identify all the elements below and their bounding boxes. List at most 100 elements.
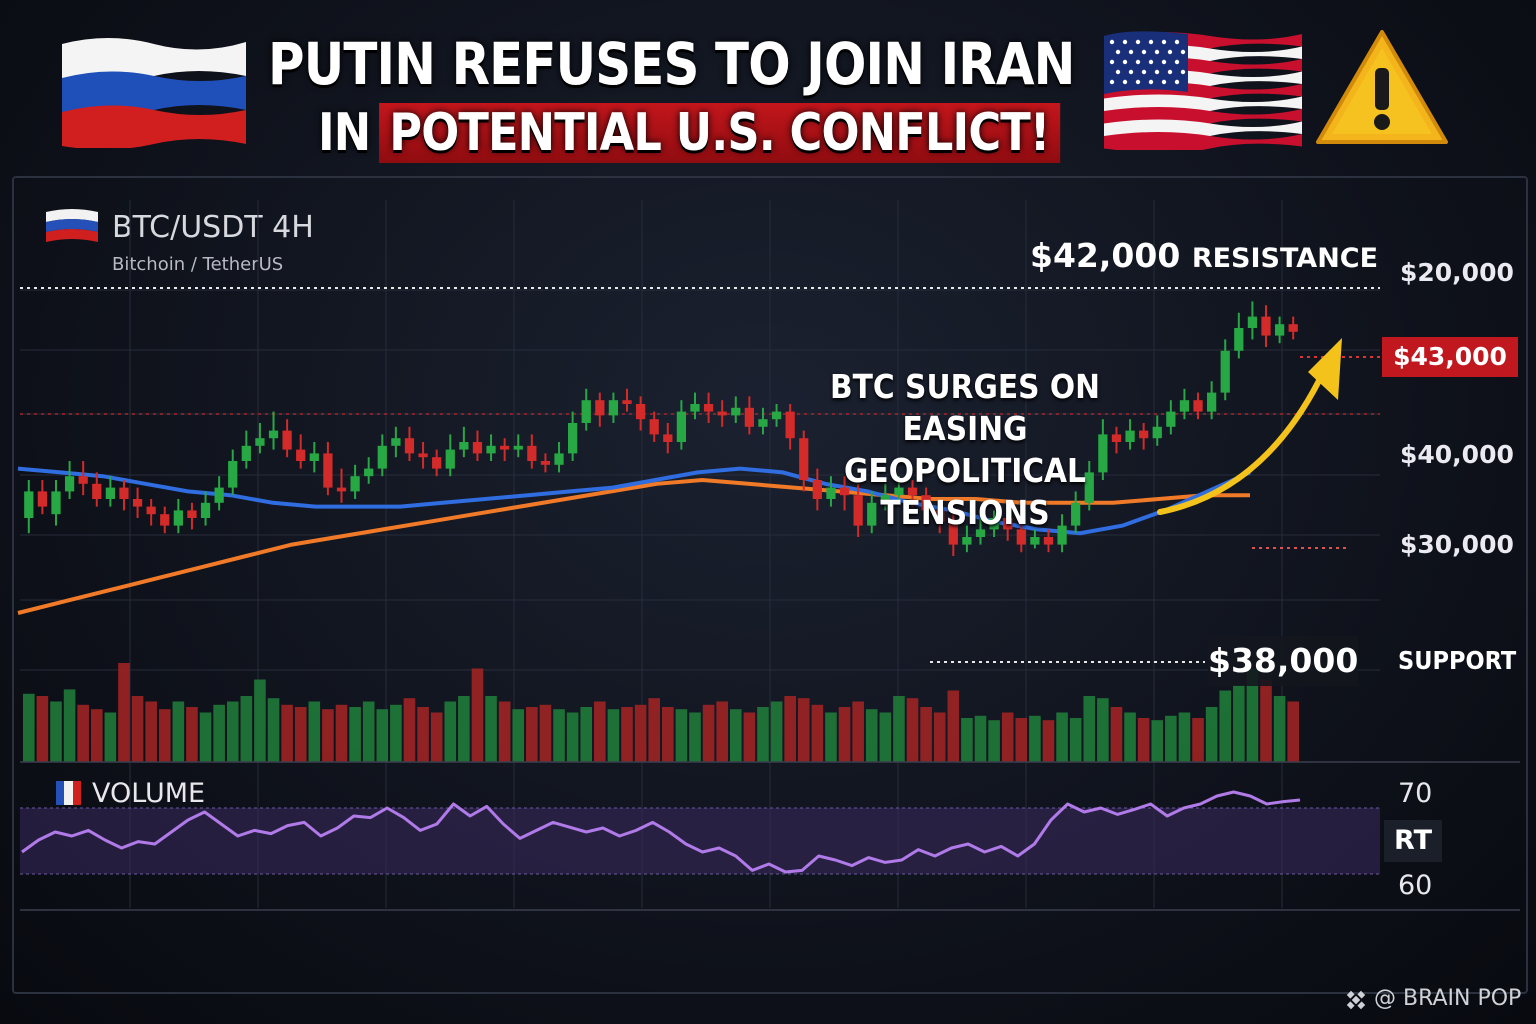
volume-bar: [1124, 712, 1136, 762]
candle: [581, 388, 591, 431]
annotation-line2: GEOPOLITICAL TENSIONS: [844, 451, 1086, 532]
candle-body: [527, 445, 537, 461]
candle-body: [948, 521, 958, 545]
candle: [472, 430, 483, 461]
volume-bar: [1001, 712, 1014, 762]
candle: [323, 442, 333, 496]
volume-bar: [648, 698, 660, 762]
candle: [513, 434, 523, 458]
binance-logo-icon: [1346, 990, 1366, 1010]
volume-bar: [526, 707, 538, 762]
candle-body: [160, 514, 170, 526]
flag-star: [1135, 59, 1141, 65]
candle: [649, 411, 659, 442]
candle-body: [1071, 502, 1081, 526]
candle-body: [282, 430, 292, 450]
volume-bar: [485, 696, 497, 762]
candle: [826, 476, 836, 507]
flag-star: [1109, 79, 1115, 85]
candle-body: [1261, 316, 1271, 336]
volume-bar: [1246, 668, 1259, 762]
volume-bar: [1110, 707, 1123, 762]
candle: [703, 392, 714, 423]
candle-body: [1003, 518, 1013, 530]
candle: [377, 434, 387, 477]
candle-body: [771, 411, 782, 420]
resistance-price: $42,000: [1030, 236, 1181, 275]
resistance-word: RESISTANCE: [1191, 243, 1379, 274]
volume-bar: [757, 707, 769, 762]
volume-bar: [1219, 690, 1232, 762]
candle-body: [1043, 537, 1054, 545]
flag-star: [1109, 59, 1115, 65]
candle: [268, 411, 279, 450]
candle-body: [554, 453, 564, 465]
candle-body: [676, 411, 687, 442]
france-flag-icon: [56, 781, 81, 805]
volume-bar: [621, 707, 633, 762]
candle-body: [1111, 434, 1122, 442]
candle: [24, 480, 34, 534]
flag-star: [1115, 69, 1121, 75]
candle: [146, 499, 156, 526]
volume-bar: [539, 704, 552, 762]
candle-body: [445, 449, 455, 469]
headline-highlight: POTENTIAL U.S. CONFLICT!: [378, 103, 1060, 163]
candle-body: [200, 502, 211, 518]
candle: [432, 449, 442, 477]
candle: [255, 423, 265, 454]
flag-star: [1115, 49, 1121, 55]
candle-body: [703, 404, 714, 412]
candle: [907, 480, 918, 507]
volume-bar: [1287, 701, 1299, 762]
russia-flag-icon: [62, 38, 246, 148]
volume-bar: [553, 709, 565, 762]
volume-bar: [335, 704, 348, 762]
flag-star: [1174, 39, 1180, 45]
flag-star: [1148, 39, 1154, 45]
volume-bar: [580, 707, 593, 762]
candle: [962, 525, 972, 553]
volume-bar: [1151, 720, 1164, 762]
candle: [812, 468, 822, 511]
candle: [948, 514, 958, 556]
candle-body: [1179, 400, 1190, 412]
volume-bar: [838, 707, 851, 762]
candle: [595, 392, 605, 427]
candle: [554, 442, 564, 473]
volume-bar: [933, 712, 946, 762]
candle-body: [758, 419, 768, 427]
flag-star: [1128, 49, 1134, 55]
chart-frame: [12, 176, 1528, 994]
candle-body: [119, 487, 129, 499]
volume-bar: [784, 696, 796, 762]
candle: [187, 502, 197, 530]
candle-body: [105, 487, 115, 499]
volume-bar: [1205, 707, 1218, 762]
candle-body: [649, 419, 659, 435]
volume-bar: [145, 701, 157, 762]
volume-bar: [267, 698, 280, 762]
candle: [1247, 301, 1258, 340]
candle-body: [826, 487, 836, 499]
candle: [989, 510, 999, 537]
candle-body: [989, 518, 999, 530]
volume-bar: [36, 696, 49, 762]
flag-star: [1174, 79, 1180, 85]
flag-star: [1135, 39, 1141, 45]
volume-bar: [376, 709, 389, 762]
candle-body: [568, 423, 578, 454]
y-tick-label: $20,000: [1400, 258, 1514, 287]
candle: [1057, 514, 1067, 553]
candle: [758, 407, 768, 435]
volume-bar: [974, 715, 987, 762]
flag-star: [1128, 69, 1134, 75]
candle-body: [214, 487, 224, 503]
candle-body: [51, 491, 61, 515]
candle: [1003, 510, 1013, 541]
volume-bar: [118, 663, 130, 762]
oscillator-rt-badge: RT: [1384, 820, 1442, 862]
candle: [241, 430, 251, 469]
candle-body: [635, 404, 646, 420]
candle-body: [608, 400, 619, 416]
